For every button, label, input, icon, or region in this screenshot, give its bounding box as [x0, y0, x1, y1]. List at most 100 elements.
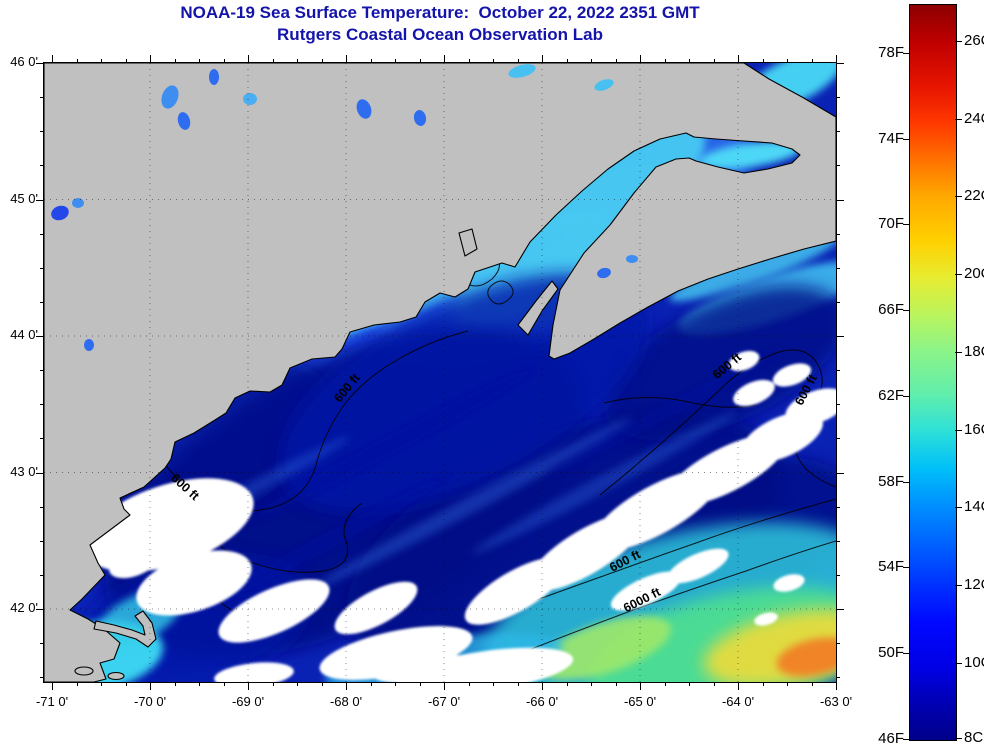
axis-tick	[321, 59, 323, 63]
axis-tick	[640, 55, 641, 63]
axis-tick	[836, 165, 840, 167]
axis-tick	[40, 404, 44, 406]
axis-tick	[36, 199, 44, 201]
axis-tick	[762, 682, 764, 686]
axis-tick	[297, 59, 298, 63]
axis-tick	[664, 682, 666, 686]
axis-tick	[615, 59, 617, 63]
colorbar-c-label: 10C	[964, 653, 984, 671]
axis-tick	[615, 682, 617, 686]
cape-cod	[93, 610, 157, 648]
axis-tick	[248, 55, 249, 63]
axis-tick	[836, 55, 837, 63]
axis-tick	[836, 472, 844, 474]
axis-tick	[836, 574, 840, 576]
axis-tick	[836, 438, 840, 440]
axis-tick	[346, 55, 347, 63]
axis-tick	[40, 643, 44, 645]
axis-tick	[836, 267, 840, 269]
axis-tick	[836, 301, 840, 303]
axis-tick	[517, 682, 519, 686]
axis-tick	[517, 59, 519, 63]
lat-tick-label: 45 0'	[10, 190, 38, 206]
colorbar-c-label: 20C	[964, 265, 984, 283]
colorbar-f-label: 78F	[878, 44, 904, 61]
axis-tick	[836, 404, 840, 406]
colorbar-c-label: 12C	[964, 575, 984, 593]
axis-tick	[811, 59, 813, 63]
lon-tick-label: -67 0'	[427, 694, 461, 709]
colorbar-tick	[903, 310, 910, 312]
colorbar-tick	[955, 584, 962, 586]
colorbar-f-label: 66F	[878, 301, 904, 319]
axis-tick	[836, 199, 844, 201]
colorbar-f-label: 46F	[878, 729, 904, 747]
axis-tick	[40, 301, 44, 303]
lon-tick-label: -68 0'	[329, 694, 363, 709]
axis-tick	[174, 682, 176, 686]
axis-tick	[493, 59, 494, 63]
colorbar-f-label: 62F	[878, 386, 904, 404]
axis-tick	[836, 370, 840, 372]
axis-tick	[40, 131, 44, 133]
page-title-line1: NOAA-19 Sea Surface Temperature: October…	[180, 3, 700, 22]
colorbar-tick	[955, 118, 962, 120]
colorbar-f-label: 54F	[878, 558, 904, 576]
axis-tick	[40, 370, 44, 372]
colorbar-tick	[955, 429, 962, 431]
axis-tick	[76, 682, 78, 686]
colorbar-f-label: 70F	[878, 215, 904, 233]
page-title: NOAA-19 Sea Surface Temperature: October…	[44, 2, 836, 46]
axis-tick	[321, 682, 323, 686]
lat-tick-label: 46 0'	[10, 54, 38, 69]
graticule	[44, 63, 836, 682]
lon-tick-label: -64 0'	[721, 694, 755, 709]
axis-tick	[248, 682, 249, 690]
colorbar-tick	[955, 41, 962, 42]
axis-tick	[125, 59, 127, 63]
island	[458, 228, 478, 257]
colorbar-tick	[903, 738, 910, 740]
colorbar	[909, 4, 957, 741]
axis-tick	[787, 59, 788, 63]
colorbar-tick	[903, 53, 910, 54]
axis-tick	[36, 472, 44, 474]
lat-tick-label: 42 0'	[10, 600, 38, 615]
axis-tick	[738, 55, 739, 63]
axis-tick	[836, 233, 840, 235]
axis-tick	[40, 540, 44, 542]
axis-tick	[419, 682, 421, 686]
axis-tick	[36, 336, 44, 337]
colorbar-c-label: 16C	[964, 420, 984, 438]
colorbar-tick	[903, 567, 910, 569]
colorbar-tick	[955, 507, 962, 509]
mainland	[44, 63, 836, 682]
axis-tick	[836, 336, 844, 337]
sst-map	[44, 63, 836, 682]
axis-tick	[346, 682, 347, 690]
axis-tick	[272, 682, 274, 686]
lon-tick-label: -63 0'	[819, 694, 853, 709]
colorbar-tick	[955, 274, 962, 276]
axis-tick	[199, 59, 200, 63]
colorbar-c-label: 14C	[964, 498, 984, 516]
lon-tick-label: -70 0'	[133, 694, 167, 709]
axis-tick	[542, 55, 543, 63]
axis-tick	[468, 682, 470, 686]
axis-tick	[738, 682, 739, 690]
colorbar-f-label: 74F	[878, 129, 904, 147]
lon-tick-label: -66 0'	[525, 694, 559, 709]
island	[74, 666, 94, 676]
axis-tick	[468, 59, 470, 63]
colorbar-tick	[955, 738, 962, 739]
axis-tick	[223, 682, 225, 686]
axis-tick	[591, 59, 592, 63]
axis-tick	[370, 682, 372, 686]
axis-tick	[76, 59, 78, 63]
lakes	[51, 64, 638, 351]
lon-tick-label: -69 0'	[231, 694, 265, 709]
axis-tick	[36, 63, 44, 64]
axis-tick	[174, 59, 176, 63]
colorbar-tick	[903, 138, 910, 140]
